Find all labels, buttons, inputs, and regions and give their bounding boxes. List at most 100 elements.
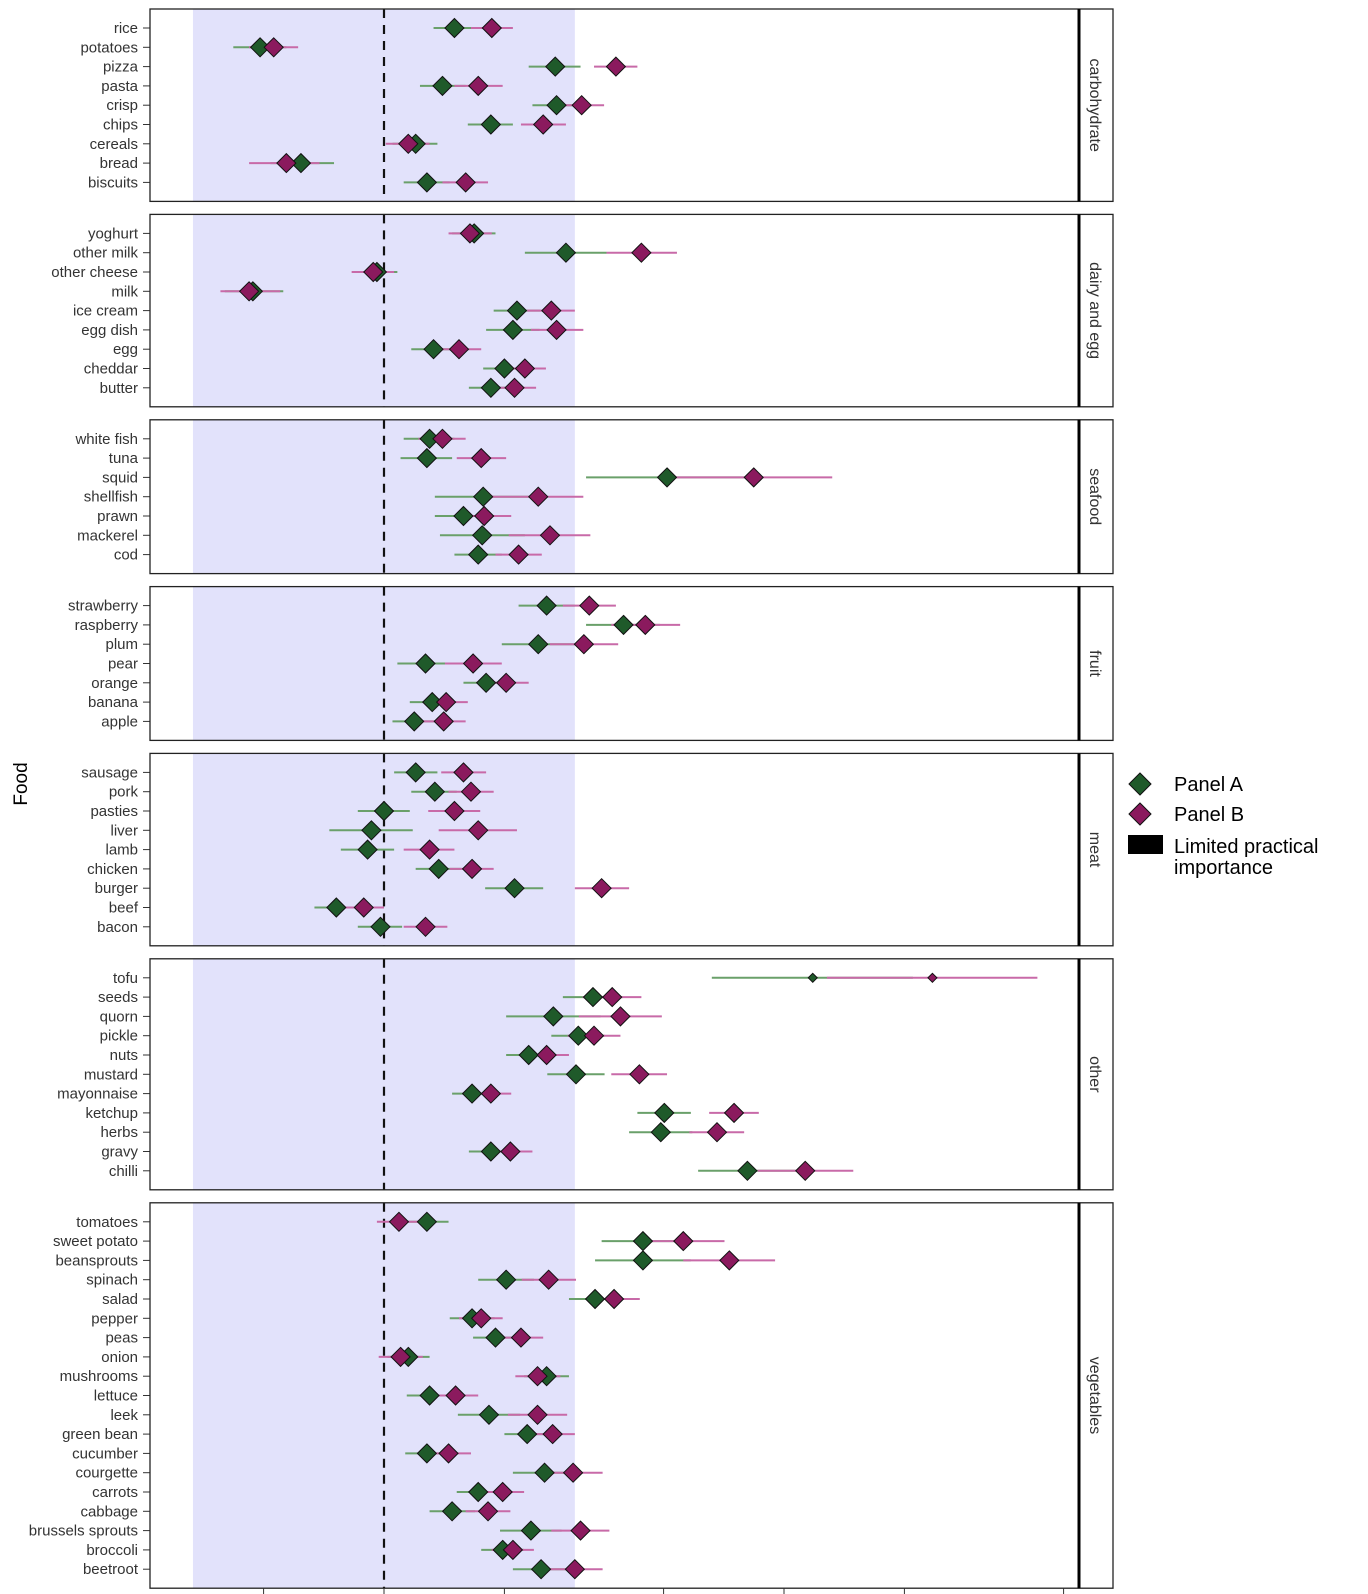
point-panel-a xyxy=(480,114,502,135)
food-label: potatoes xyxy=(80,39,138,56)
panel-border xyxy=(149,213,1114,408)
point-panel-a xyxy=(543,1006,564,1027)
point-panel-b xyxy=(605,56,627,77)
point-panel-a xyxy=(478,1404,500,1426)
point-panel-b xyxy=(504,377,525,399)
food-label: leek xyxy=(110,1407,138,1424)
point-panel-a xyxy=(656,467,678,488)
point-panel-a xyxy=(373,800,395,822)
panel-border xyxy=(149,752,1114,947)
food-label: spinach xyxy=(86,1272,138,1289)
point-panel-b xyxy=(527,1404,548,1426)
facet-strip-label: other xyxy=(1086,1056,1103,1093)
food-label: nuts xyxy=(110,1047,138,1064)
point-panel-b xyxy=(538,1269,559,1290)
point-panel-a xyxy=(737,1160,758,1182)
food-label: tofu xyxy=(113,970,138,987)
point-panel-b xyxy=(398,133,419,155)
point-panel-b xyxy=(539,525,561,546)
point-panel-a xyxy=(404,711,425,732)
point-panel-b xyxy=(448,338,470,360)
food-label: shellfish xyxy=(84,489,138,506)
food-label: raspberry xyxy=(75,617,139,634)
point-panel-b xyxy=(435,691,457,713)
point-panel-b xyxy=(419,839,440,860)
point-panel-b xyxy=(536,1044,557,1066)
food-label: chicken xyxy=(87,861,138,878)
point-panel-b xyxy=(438,1443,459,1464)
food-label: brussels sprouts xyxy=(29,1523,138,1540)
food-label: bread xyxy=(100,155,138,172)
point-panel-b xyxy=(706,1121,728,1143)
point-panel-b xyxy=(719,1250,740,1271)
point-panel-a xyxy=(326,897,347,918)
y-axis-title: Food xyxy=(11,762,32,805)
food-label: cod xyxy=(114,547,138,564)
point-panel-b xyxy=(514,358,536,379)
point-panel-b xyxy=(445,1385,466,1406)
point-panel-b xyxy=(500,1141,521,1162)
food-label: other milk xyxy=(73,245,139,262)
point-panel-a xyxy=(422,691,443,713)
point-panel-a xyxy=(444,17,465,39)
legend-label-band-line1: Limited practical xyxy=(1174,836,1319,858)
point-panel-a xyxy=(419,1385,440,1406)
food-label: pickle xyxy=(100,1028,138,1045)
point-panel-b xyxy=(471,447,492,469)
food-label: mushrooms xyxy=(60,1368,138,1385)
point-panel-b xyxy=(453,762,474,783)
food-label: gravy xyxy=(101,1144,138,1161)
point-panel-a xyxy=(807,972,818,984)
point-panel-a xyxy=(568,1025,589,1046)
point-panel-a xyxy=(584,1288,606,1310)
facet-strip-label: seafood xyxy=(1086,468,1103,525)
food-label: salad xyxy=(102,1291,138,1308)
point-panel-b xyxy=(455,172,476,193)
food-label: quorn xyxy=(100,1008,138,1025)
facet-strip-label: dairy and egg xyxy=(1086,262,1103,359)
point-panel-a xyxy=(480,377,502,399)
food-label: pasta xyxy=(101,78,138,95)
food-label: sweet potato xyxy=(53,1233,138,1250)
food-label: ketchup xyxy=(85,1105,138,1122)
food-label: rice xyxy=(114,20,138,37)
food-label: sausage xyxy=(81,764,138,781)
food-label: cucumber xyxy=(72,1445,138,1462)
point-panel-b xyxy=(363,261,384,283)
point-panel-b xyxy=(532,114,554,135)
legend-key-panel-b xyxy=(1128,802,1152,826)
food-label: carrots xyxy=(92,1484,138,1501)
point-panel-b xyxy=(541,300,562,321)
food-label: onion xyxy=(101,1349,138,1366)
food-label: banana xyxy=(88,694,139,711)
point-panel-b xyxy=(562,1462,584,1483)
point-panel-a xyxy=(428,858,449,880)
point-panel-a xyxy=(416,172,438,193)
point-panel-b xyxy=(635,614,656,636)
point-panel-a xyxy=(516,1423,538,1445)
food-label: plum xyxy=(105,636,138,653)
point-panel-a xyxy=(546,94,567,116)
point-panel-a xyxy=(613,614,634,636)
point-panel-a xyxy=(534,1462,555,1483)
point-panel-a xyxy=(468,1481,489,1503)
food-label: prawn xyxy=(97,508,138,525)
food-label: squid xyxy=(102,469,138,486)
point-panel-b xyxy=(495,672,517,694)
legend-label-panel-b: Panel B xyxy=(1174,804,1244,826)
point-panel-b xyxy=(468,75,489,97)
food-label: orange xyxy=(91,675,138,692)
point-panel-a xyxy=(441,1501,463,1522)
point-panel-a xyxy=(480,1141,502,1162)
point-panel-b xyxy=(432,428,453,450)
point-panel-b xyxy=(673,1230,694,1252)
panel-border xyxy=(149,585,1114,742)
food-label: crisp xyxy=(106,97,138,114)
point-panel-a xyxy=(249,37,271,58)
point-panel-a xyxy=(471,525,493,546)
point-panel-a xyxy=(536,595,557,616)
point-panel-b xyxy=(462,653,484,674)
food-label: tuna xyxy=(109,450,139,467)
point-panel-a xyxy=(453,505,474,527)
point-panel-b xyxy=(610,1006,631,1027)
